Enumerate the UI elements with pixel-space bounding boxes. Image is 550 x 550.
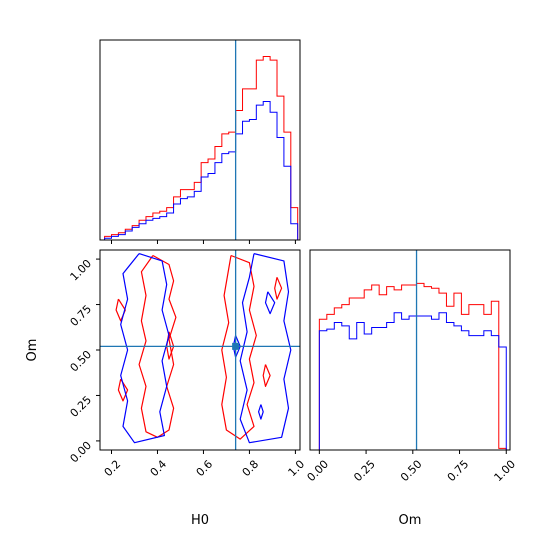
contour-1-2 xyxy=(264,291,276,315)
om-histogram-panel: 0.00 0.25 0.50 0.75 1.00 xyxy=(305,249,519,485)
x-tick-label-h0-3: 0.8 xyxy=(240,458,262,480)
om-hist-frame xyxy=(309,249,511,451)
contour-0-2 xyxy=(115,298,126,322)
contour-1-0 xyxy=(120,253,170,444)
contour-0-1 xyxy=(221,254,257,440)
x-tick-label-h0-4: 1.0 xyxy=(286,458,308,480)
contour-1-1 xyxy=(239,253,292,444)
contour-frame xyxy=(99,249,301,451)
y-axis-label-om: Om xyxy=(25,339,40,362)
truth-marker xyxy=(232,342,240,350)
contour-1-4 xyxy=(258,404,264,420)
x-tick-label-h0-1: 0.4 xyxy=(148,458,170,480)
x-tick-label-h0-2: 0.6 xyxy=(194,458,216,480)
h0-hist-frame xyxy=(99,39,301,241)
y-tick-label-om-3: 0.75 xyxy=(68,302,95,329)
x-axis-label-om: Om xyxy=(399,513,422,528)
y-tick-label-om-4: 1.00 xyxy=(68,257,95,284)
y-tick-label-om-1: 0.25 xyxy=(68,393,95,420)
om-hist-series-0 xyxy=(318,282,507,450)
x-tick-label-om-4: 1.00 xyxy=(492,458,519,485)
contour-0-6 xyxy=(274,277,283,300)
h0-histogram-panel xyxy=(99,39,301,244)
h0-om-contour-panel: 0.2 0.4 0.6 0.8 1.0 0.00 0.25 0.50 0.75 1.00 xyxy=(68,249,308,480)
x-tick-label-om-1: 0.25 xyxy=(351,458,378,485)
x-tick-label-om-2: 0.50 xyxy=(398,458,425,485)
contour-0-0 xyxy=(138,254,177,438)
x-tick-label-om-0: 0.00 xyxy=(305,458,332,485)
h0-hist-series-1 xyxy=(104,100,299,240)
om-hist-series-1 xyxy=(318,312,507,450)
h0-hist-series-0 xyxy=(104,56,299,240)
x-axis-label-h0: H0 xyxy=(191,513,209,528)
y-tick-label-om-0: 0.00 xyxy=(68,439,95,466)
contour-0-5 xyxy=(262,364,271,387)
x-tick-label-h0-0: 0.2 xyxy=(102,458,124,480)
y-tick-label-om-2: 0.50 xyxy=(68,348,95,375)
x-tick-label-om-3: 0.75 xyxy=(445,458,472,485)
contour-0-3 xyxy=(117,378,129,402)
